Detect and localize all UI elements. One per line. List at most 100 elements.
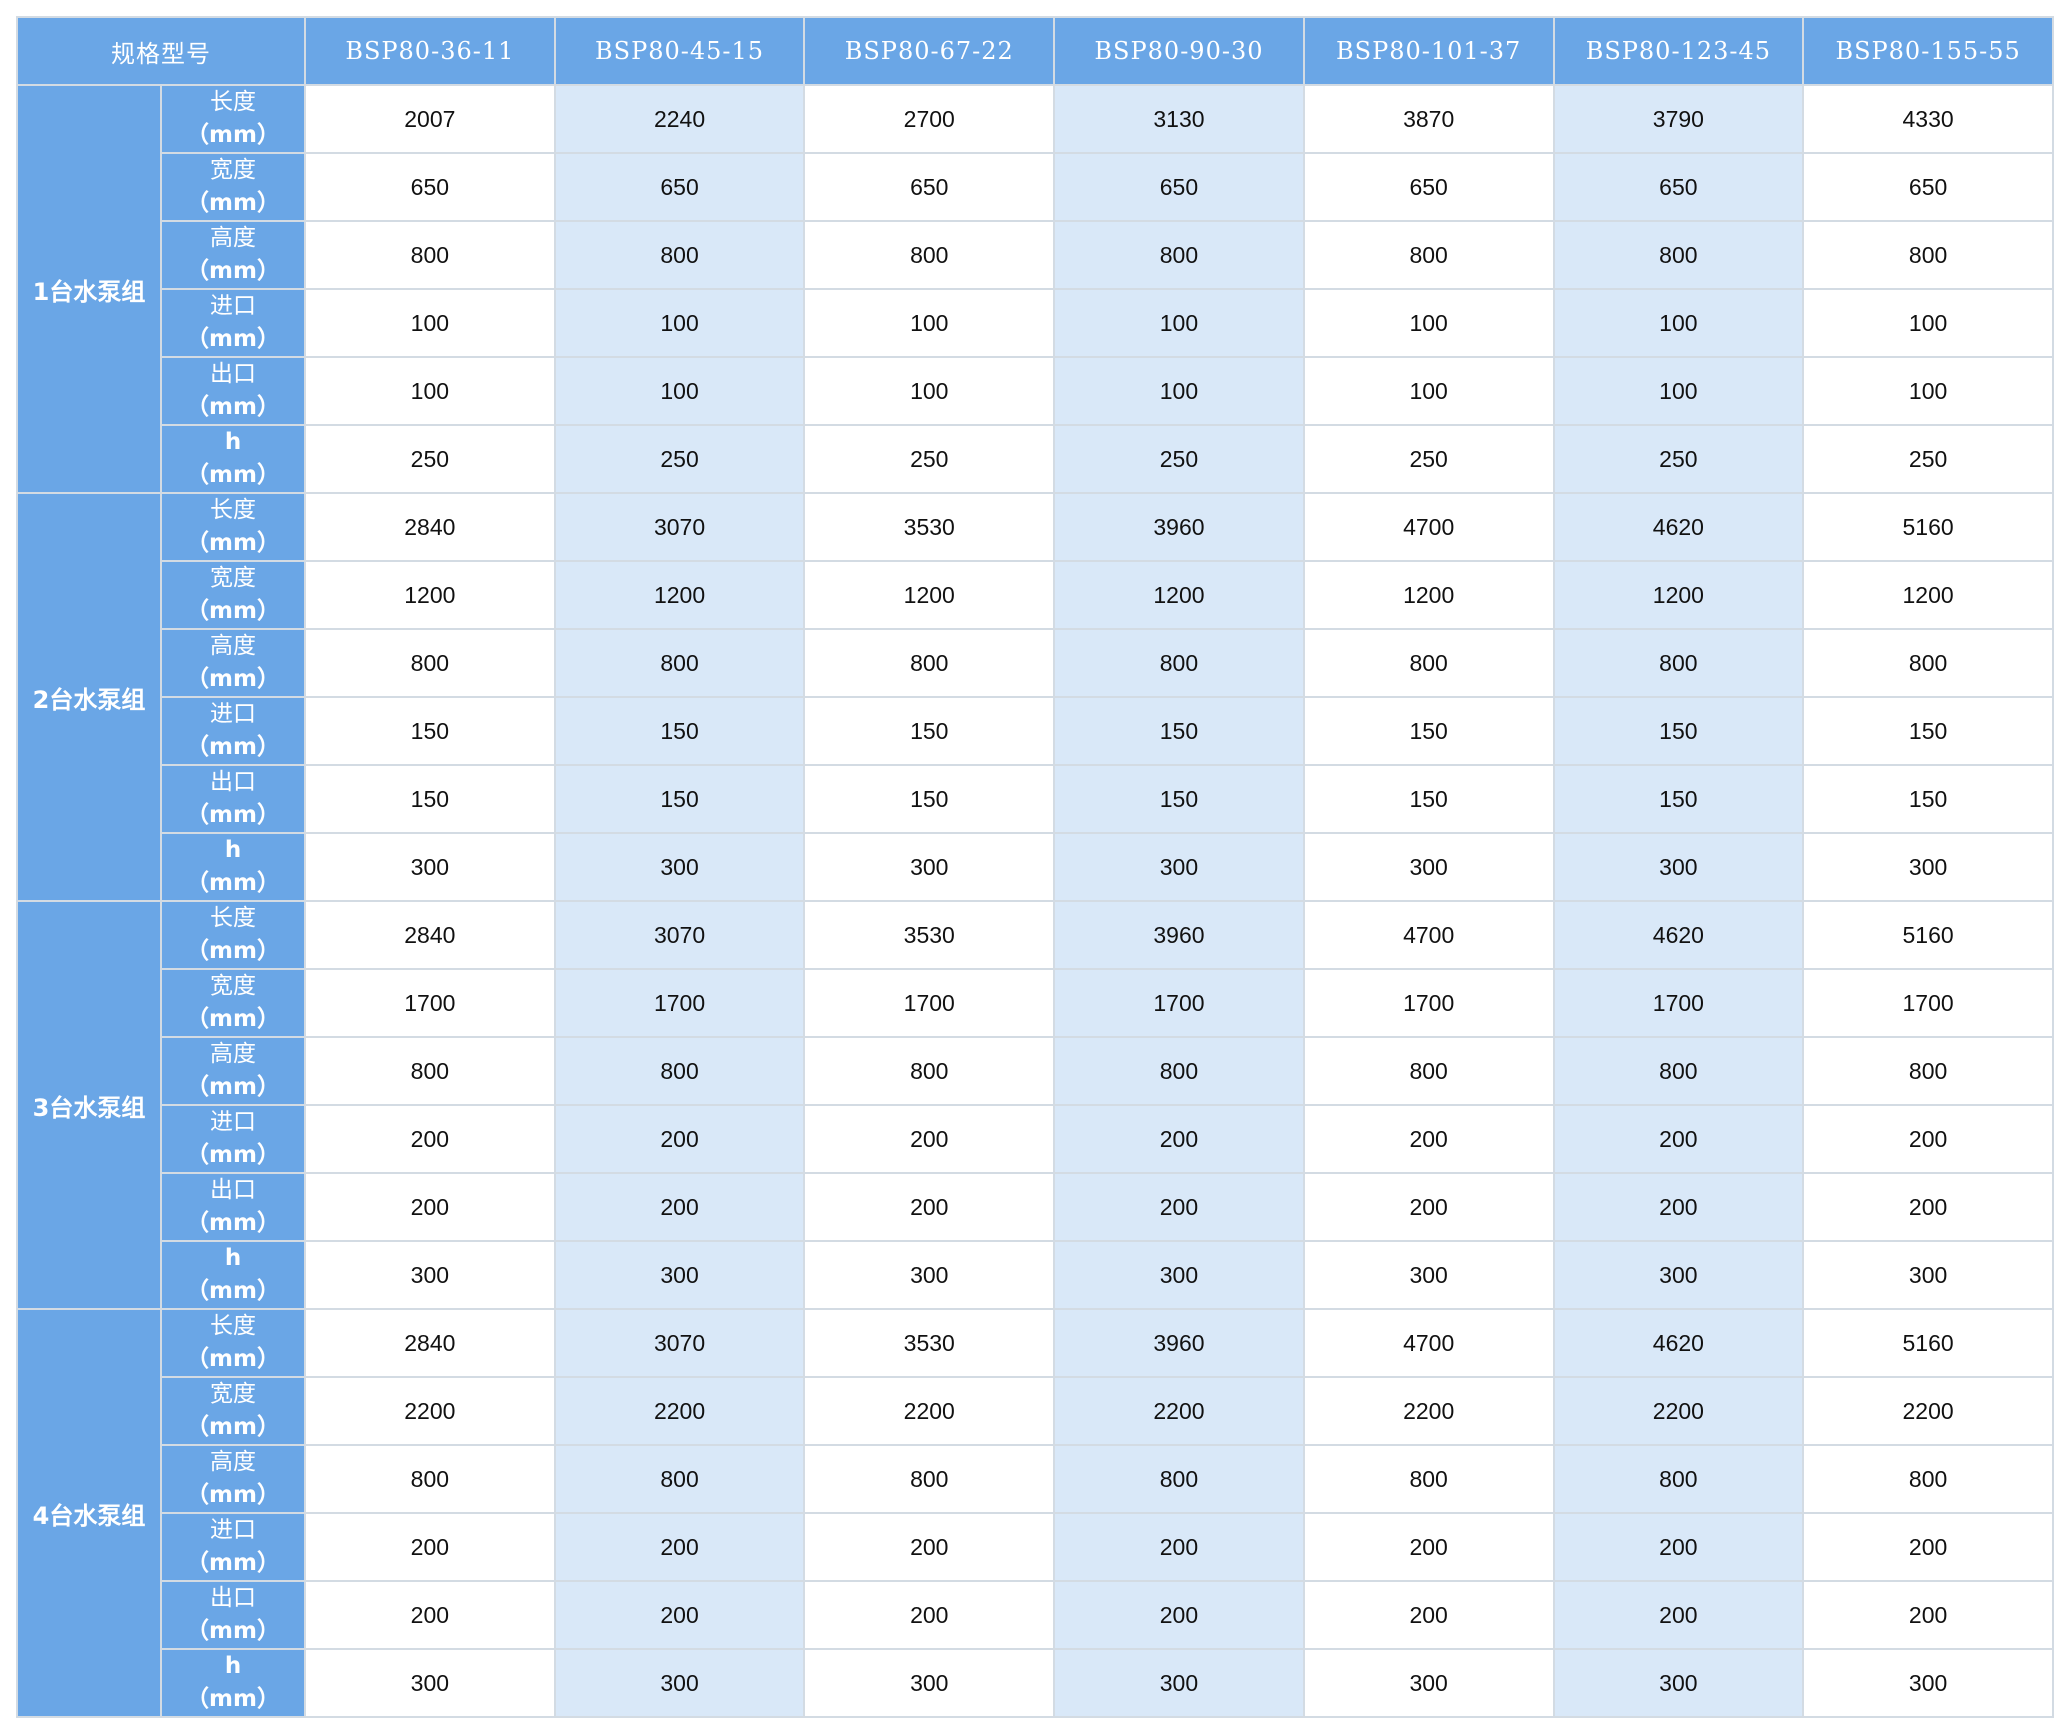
value-cell: 2840 (304, 492, 556, 562)
value-cell: 4620 (1552, 492, 1805, 562)
table-row: 高度 （mm） 800 800 800 800 800 800 800 (17, 628, 2054, 698)
value-cell: 4620 (1552, 1308, 1805, 1378)
value-cell: 300 (553, 832, 806, 902)
table-row: 高度 （mm） 800 800 800 800 800 800 800 (17, 1444, 2054, 1514)
value-cell: 300 (1302, 832, 1555, 902)
value-cell: 200 (1552, 1580, 1805, 1650)
value-cell: 800 (1552, 628, 1805, 698)
value-cell: 200 (304, 1580, 556, 1650)
value-cell: 800 (553, 1444, 806, 1514)
value-cell: 1700 (1302, 968, 1555, 1038)
value-cell: 250 (803, 424, 1056, 494)
dimension-label: 进口 （mm） (160, 696, 306, 766)
value-cell: 200 (304, 1104, 556, 1174)
value-cell: 2200 (553, 1376, 806, 1446)
dimension-label: 长度 （mm） (160, 492, 306, 562)
value-cell: 100 (803, 288, 1056, 358)
value-cell: 3870 (1302, 84, 1555, 154)
dimension-label: 长度 （mm） (160, 900, 306, 970)
value-cell: 300 (803, 1240, 1056, 1310)
value-cell: 150 (1802, 764, 2054, 834)
value-cell: 200 (1302, 1512, 1555, 1582)
table-row: 出口 （mm） 100 100 100 100 100 100 100 (17, 356, 2054, 426)
dimension-name: 出口 (210, 361, 256, 387)
dimension-label: 长度 （mm） (160, 1308, 306, 1378)
value-cell: 800 (1302, 628, 1555, 698)
value-cell: 1200 (1302, 560, 1555, 630)
value-cell: 300 (1802, 1648, 2054, 1718)
value-cell: 300 (304, 1648, 556, 1718)
table-row: 高度 （mm） 800 800 800 800 800 800 800 (17, 1036, 2054, 1106)
value-cell: 150 (1053, 696, 1305, 766)
dimension-name: 长度 (210, 1313, 256, 1339)
dimension-name: 宽度 (210, 565, 256, 591)
value-cell: 800 (304, 220, 556, 290)
dimension-label: 宽度 （mm） (160, 1376, 306, 1446)
value-cell: 200 (1053, 1104, 1305, 1174)
value-cell: 4700 (1302, 492, 1555, 562)
dimension-unit: （mm） (186, 530, 280, 556)
value-cell: 300 (1552, 1240, 1805, 1310)
dimension-unit: （mm） (186, 1210, 280, 1236)
value-cell: 1700 (1053, 968, 1305, 1038)
value-cell: 200 (1302, 1172, 1555, 1242)
model-header: BSP80-67-22 (803, 16, 1056, 86)
value-cell: 150 (304, 696, 556, 766)
value-cell: 150 (1302, 696, 1555, 766)
table-row: 1台水泵组 长度 （mm） 2007 2240 2700 3130 3870 3790 4330 (16, 84, 2054, 494)
value-cell: 1200 (304, 560, 556, 630)
value-cell: 2007 (304, 84, 556, 154)
model-header: BSP80-45-15 (553, 16, 806, 86)
value-cell: 800 (1053, 1036, 1305, 1106)
value-cell: 3790 (1552, 84, 1805, 154)
value-cell: 800 (1552, 1444, 1805, 1514)
dimension-unit: （mm） (186, 1278, 280, 1304)
value-cell: 250 (553, 424, 806, 494)
dimension-name: 高度 (210, 633, 256, 659)
dimension-unit: （mm） (186, 1142, 280, 1168)
dimension-name: h (224, 1653, 242, 1679)
dimension-name: 高度 (210, 1449, 256, 1475)
value-cell: 2200 (1302, 1376, 1555, 1446)
dimension-label: 宽度 （mm） (160, 152, 306, 222)
value-cell: 2200 (304, 1376, 556, 1446)
value-cell: 100 (1802, 288, 2054, 358)
value-cell: 300 (1302, 1240, 1555, 1310)
value-cell: 250 (1302, 424, 1555, 494)
dimension-unit: （mm） (186, 1686, 280, 1712)
value-cell: 200 (1552, 1172, 1805, 1242)
table-row: 2台水泵组 长度 （mm） 2840 3070 3530 3960 4700 4620 5160 (16, 492, 2054, 902)
value-cell: 150 (1053, 764, 1305, 834)
dimension-name: 进口 (210, 1517, 256, 1543)
dimension-label: 出口 （mm） (160, 1580, 306, 1650)
value-cell: 800 (803, 628, 1056, 698)
table-row: 进口 （mm） 200 200 200 200 200 200 200 (17, 1104, 2054, 1174)
value-cell: 800 (803, 1036, 1056, 1106)
value-cell: 4700 (1302, 1308, 1555, 1378)
dimension-label: h （mm） (160, 424, 306, 494)
dimension-label: 高度 （mm） (160, 1036, 306, 1106)
value-cell: 300 (553, 1240, 806, 1310)
table-row: h （mm） 300 300 300 300 300 300 300 (17, 832, 2054, 902)
value-cell: 4620 (1552, 900, 1805, 970)
value-cell: 100 (1802, 356, 2054, 426)
dimension-label: 宽度 （mm） (160, 968, 306, 1038)
value-cell: 650 (1802, 152, 2054, 222)
value-cell: 3070 (553, 900, 806, 970)
table-row: 出口 （mm） 200 200 200 200 200 200 200 (17, 1172, 2054, 1242)
value-cell: 2200 (1552, 1376, 1805, 1446)
dimension-label: 宽度 （mm） (160, 560, 306, 630)
value-cell: 800 (304, 1036, 556, 1106)
value-cell: 2240 (553, 84, 806, 154)
value-cell: 1200 (1552, 560, 1805, 630)
table-row: h （mm） 250 250 250 250 250 250 250 (17, 424, 2054, 494)
value-cell: 150 (803, 764, 1056, 834)
value-cell: 2840 (304, 1308, 556, 1378)
dimension-label: h （mm） (160, 832, 306, 902)
value-cell: 800 (1802, 628, 2054, 698)
value-cell: 100 (803, 356, 1056, 426)
value-cell: 100 (1053, 288, 1305, 358)
value-cell: 800 (803, 1444, 1056, 1514)
model-header: BSP80-155-55 (1802, 16, 2054, 86)
value-cell: 250 (1053, 424, 1305, 494)
